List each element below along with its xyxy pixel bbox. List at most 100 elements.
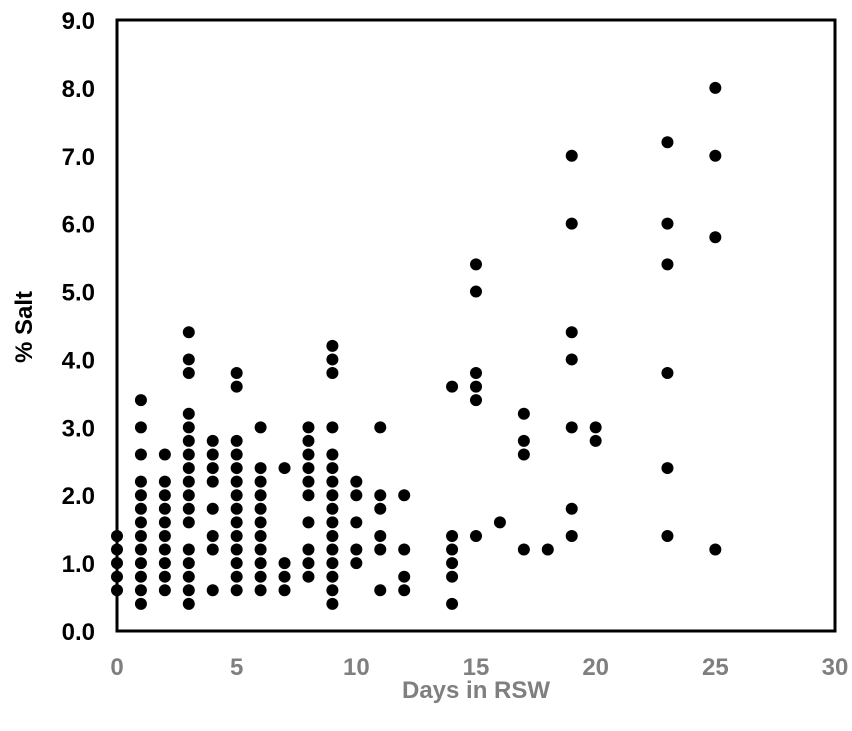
x-tick-label: 5: [230, 654, 243, 681]
data-point: [446, 380, 459, 393]
data-point: [470, 258, 482, 271]
data-point: [134, 557, 147, 570]
data-point: [398, 584, 411, 597]
y-axis-label: % Salt: [11, 291, 38, 363]
axis-ticks: 0 5 10 15 20 25 30 0.0 1.0 2.0 3.0 4.0 5.0 6.0 7.0 8.0 9…: [62, 8, 849, 681]
data-point: [182, 434, 195, 447]
data-point: [302, 543, 315, 556]
data-point: [302, 462, 315, 475]
data-point: [326, 597, 339, 610]
data-point: [398, 489, 411, 502]
data-point: [565, 529, 578, 542]
plot-area-frame: [115, 18, 837, 633]
data-point: [350, 543, 363, 556]
data-point: [326, 421, 339, 434]
data-point: [111, 584, 123, 597]
data-point: [182, 570, 195, 583]
data-point: [206, 529, 219, 542]
data-point: [350, 557, 363, 570]
data-point: [446, 570, 459, 583]
data-point: [206, 434, 219, 447]
data-point: [709, 149, 722, 162]
data-point: [589, 434, 602, 447]
data-point: [302, 434, 315, 447]
data-point: [517, 407, 530, 420]
data-point: [326, 475, 339, 488]
data-point: [254, 489, 267, 502]
data-point: [374, 502, 387, 515]
data-point: [182, 557, 195, 570]
data-point: [134, 597, 147, 610]
data-point: [470, 529, 482, 542]
data-point: [374, 584, 387, 597]
data-point: [134, 502, 147, 515]
y-tick-label: 9.0: [62, 8, 95, 35]
data-point: [326, 367, 339, 380]
data-point: [158, 543, 171, 556]
data-point: [158, 516, 171, 529]
y-tick-label: 1.0: [62, 551, 95, 578]
data-point: [182, 448, 195, 461]
data-point: [111, 543, 123, 556]
y-tick-label: 6.0: [62, 212, 95, 239]
data-point: [278, 557, 291, 570]
data-point: [230, 529, 243, 542]
data-point: [470, 285, 482, 298]
data-point: [374, 421, 387, 434]
data-point: [158, 570, 171, 583]
data-point: [517, 448, 530, 461]
data-point: [470, 380, 482, 393]
data-point: [446, 543, 459, 556]
data-point: [278, 584, 291, 597]
data-point: [254, 570, 267, 583]
data-point: [182, 475, 195, 488]
data-point: [302, 557, 315, 570]
data-point: [134, 543, 147, 556]
data-point: [661, 529, 674, 542]
data-point: [398, 543, 411, 556]
y-tick-label: 3.0: [62, 415, 95, 442]
data-point: [134, 516, 147, 529]
data-point: [661, 217, 674, 230]
data-point: [326, 584, 339, 597]
data-point: [326, 489, 339, 502]
data-point: [326, 353, 339, 366]
data-point: [230, 448, 243, 461]
data-point: [493, 516, 506, 529]
data-point: [230, 367, 243, 380]
data-point: [374, 489, 387, 502]
data-point: [302, 448, 315, 461]
data-point: [206, 584, 219, 597]
data-point: [326, 339, 339, 352]
data-point: [182, 597, 195, 610]
data-point: [326, 570, 339, 583]
data-point: [134, 448, 147, 461]
y-tick-label: 5.0: [62, 280, 95, 307]
y-tick-label: 2.0: [62, 483, 95, 510]
data-point: [302, 475, 315, 488]
data-point: [470, 394, 482, 407]
data-point: [446, 597, 459, 610]
data-point: [158, 489, 171, 502]
x-tick-label: 25: [702, 654, 729, 681]
data-point: [134, 394, 147, 407]
data-point: [206, 448, 219, 461]
data-point: [374, 543, 387, 556]
y-tick-label: 8.0: [62, 76, 95, 103]
data-point: [158, 584, 171, 597]
data-point: [134, 475, 147, 488]
data-point: [182, 543, 195, 556]
data-point: [230, 434, 243, 447]
y-tick-label: 0.0: [62, 619, 95, 646]
data-point: [254, 529, 267, 542]
data-point: [302, 489, 315, 502]
data-point: [326, 448, 339, 461]
y-tick-label: 7.0: [62, 144, 95, 171]
data-point: [111, 529, 123, 542]
x-tick-label: 30: [822, 654, 849, 681]
data-point: [206, 462, 219, 475]
data-point: [158, 502, 171, 515]
data-point: [326, 462, 339, 475]
data-point: [230, 584, 243, 597]
data-point: [182, 516, 195, 529]
